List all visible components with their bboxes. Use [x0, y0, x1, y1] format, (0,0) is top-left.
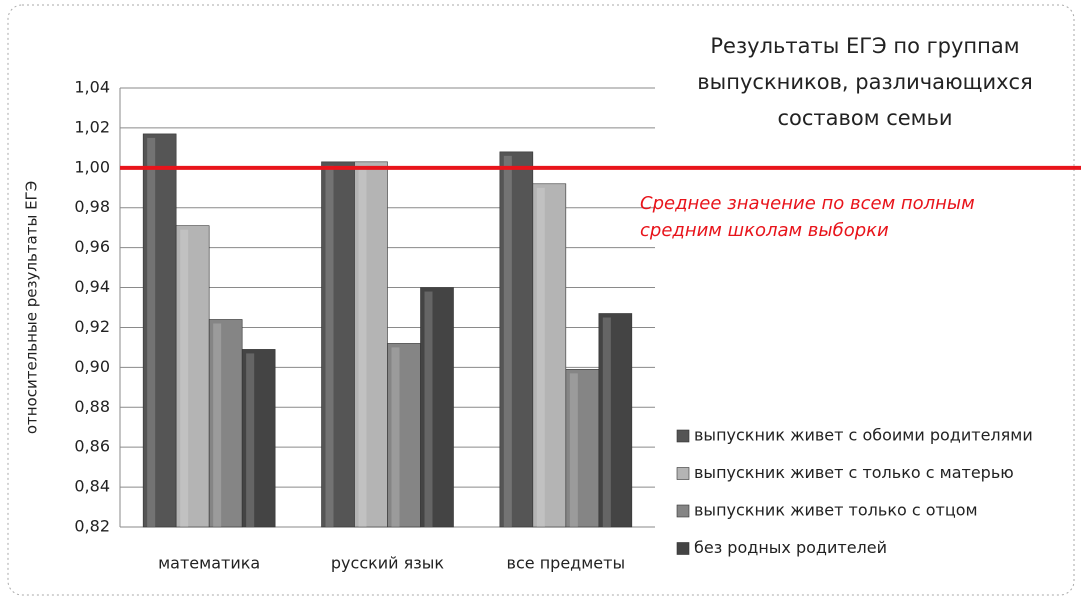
bar-highlight — [536, 187, 545, 528]
bar-highlight — [180, 229, 189, 527]
bar-highlight — [213, 323, 222, 527]
chart-title: Результаты ЕГЭ по группам — [710, 34, 1019, 58]
bar-highlight — [246, 353, 255, 527]
y-tick-label: 0,94 — [74, 277, 110, 296]
legend-label: выпускник живет с обоими родителями — [694, 426, 1033, 445]
legend-swatch — [676, 542, 690, 555]
bar — [532, 183, 567, 528]
y-axis-label: относительные результаты ЕГЭ — [23, 181, 41, 434]
legend-swatch — [676, 429, 690, 443]
legend-swatch — [676, 504, 690, 518]
legend-label: выпускник живет с только с матерью — [694, 463, 1014, 482]
bar-highlight — [569, 373, 578, 527]
y-tick-label: 0,84 — [74, 477, 110, 496]
y-tick-label: 0,90 — [74, 357, 110, 376]
bar — [499, 151, 534, 528]
chart-title: выпускников, различающихся — [697, 70, 1032, 94]
bar-highlight — [391, 347, 400, 527]
bar-highlight — [503, 155, 512, 527]
bar — [354, 161, 388, 528]
x-tick-label: математика — [158, 554, 260, 573]
bar-highlight — [325, 165, 334, 527]
y-tick-label: 1,04 — [74, 78, 110, 97]
y-tick-label: 0,98 — [74, 197, 110, 216]
chart-title: составом семьи — [777, 106, 952, 130]
bar — [208, 319, 243, 528]
reference-label: средним школам выборки — [640, 220, 889, 241]
bar-highlight — [147, 137, 156, 528]
y-tick-label: 0,82 — [74, 517, 110, 536]
bar-highlight — [424, 291, 433, 527]
x-tick-label: все предметы — [507, 554, 626, 573]
y-tick-label: 0,96 — [74, 237, 110, 256]
legend-label: без родных родителей — [694, 538, 887, 557]
y-tick-label: 0,86 — [74, 437, 110, 456]
bar — [598, 313, 633, 528]
frame — [7, 4, 1075, 596]
bar — [321, 161, 355, 528]
bar-highlight — [602, 317, 611, 527]
x-tick-label: русский язык — [331, 554, 445, 573]
reference-label: Среднее значение по всем полным — [640, 193, 975, 214]
bar-highlight — [358, 165, 367, 527]
y-tick-label: 1,02 — [74, 117, 110, 136]
bar — [142, 133, 177, 528]
y-tick-label: 1,00 — [74, 157, 110, 176]
legend-label: выпускник живет только с отцом — [694, 501, 978, 520]
bar — [387, 343, 421, 528]
bar — [175, 225, 210, 528]
bar — [420, 287, 454, 528]
bar — [241, 349, 276, 528]
legend-swatch — [676, 467, 690, 480]
y-tick-label: 0,88 — [74, 397, 110, 416]
y-tick-label: 0,92 — [74, 317, 110, 336]
